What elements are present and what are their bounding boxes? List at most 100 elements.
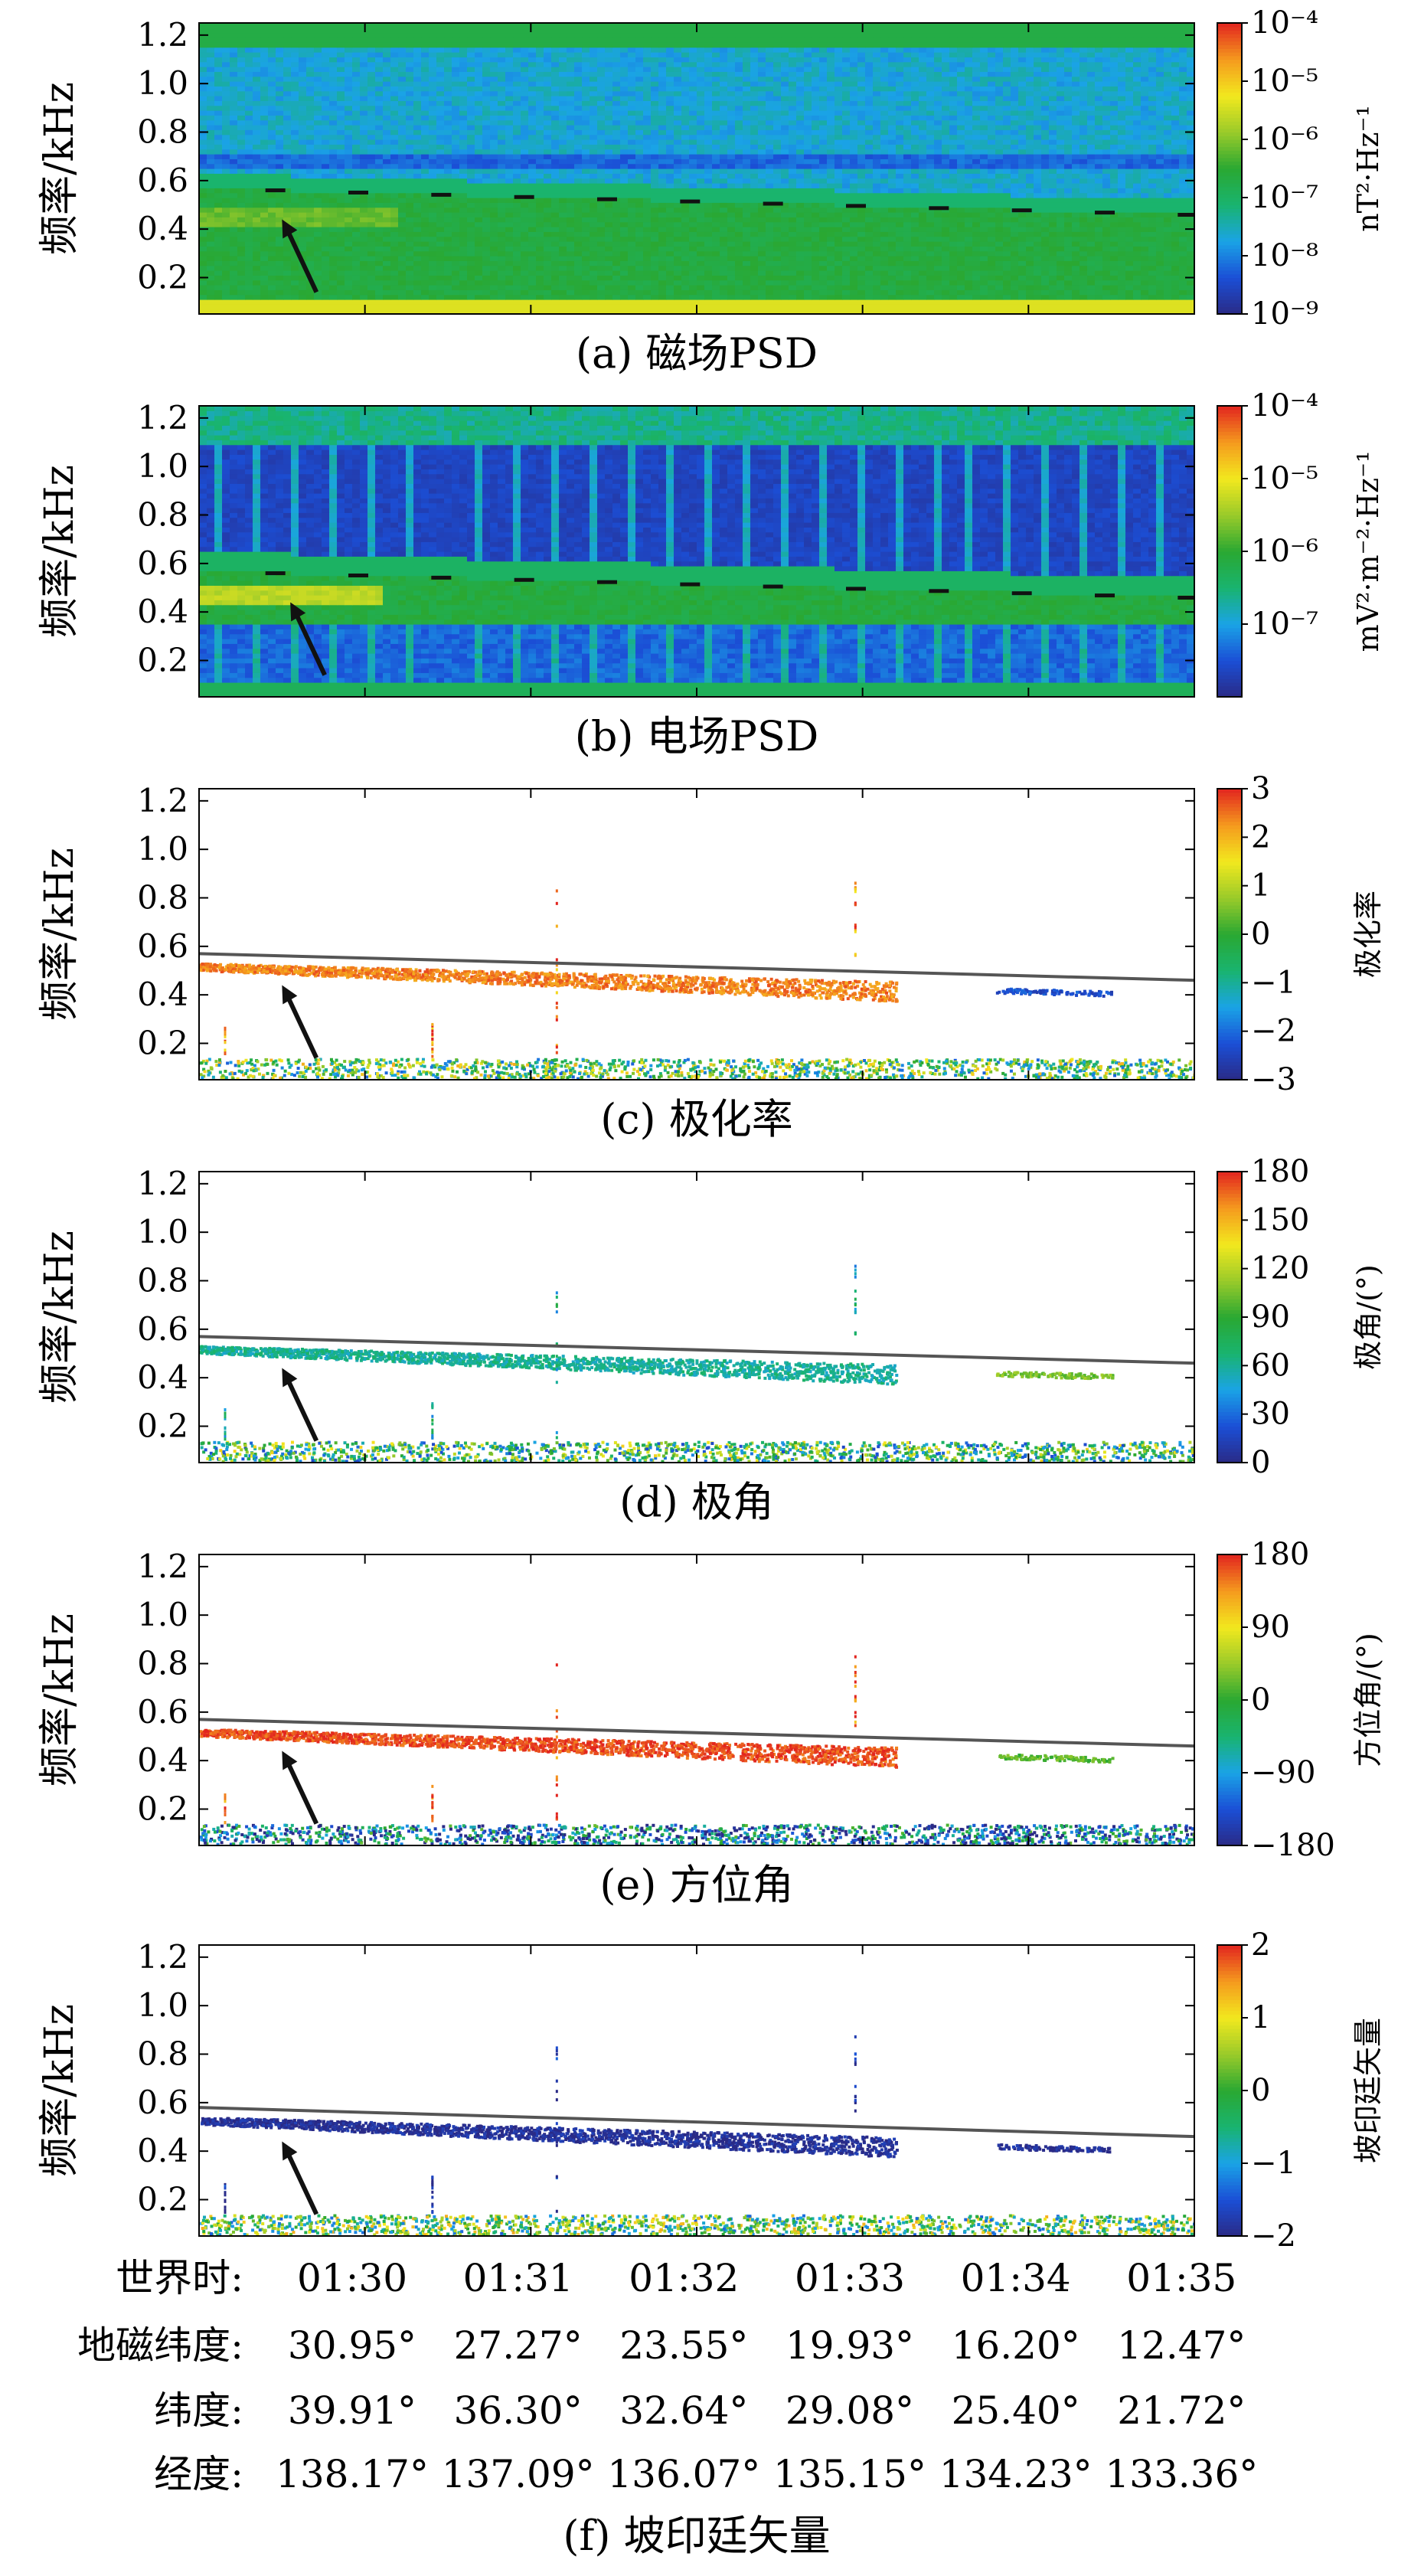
heatmap-cell xyxy=(934,154,942,159)
heatmap-cell xyxy=(689,159,697,165)
heatmap-cell xyxy=(329,241,338,247)
heatmap-cell xyxy=(237,207,246,213)
heatmap-cell xyxy=(1171,149,1180,155)
heatmap-cell xyxy=(559,289,567,296)
heatmap-cell xyxy=(314,236,322,242)
heatmap-cell xyxy=(429,212,437,217)
heatmap-cell xyxy=(980,139,988,145)
heatmap-cell xyxy=(704,221,713,227)
heatmap-cell xyxy=(1118,231,1126,237)
heatmap-cell xyxy=(888,246,897,252)
heatmap-cell xyxy=(367,212,376,217)
heatmap-cell xyxy=(1102,246,1111,252)
heatmap-cell xyxy=(789,309,797,314)
heatmap-cell xyxy=(620,198,629,203)
heatmap-cell xyxy=(1041,168,1050,174)
heatmap-cell xyxy=(735,275,743,281)
heatmap-cell xyxy=(1110,236,1119,242)
heatmap-cell xyxy=(1179,144,1187,150)
heatmap-cell xyxy=(375,139,384,145)
heatmap-cell xyxy=(352,183,361,188)
heatmap-cell xyxy=(857,178,866,184)
heatmap-cell xyxy=(1003,246,1011,252)
heatmap-cell xyxy=(291,304,299,310)
heatmap-cell xyxy=(567,163,575,169)
heatmap-cell xyxy=(1118,178,1126,184)
heatmap-cell xyxy=(406,163,414,169)
heatmap-cell xyxy=(390,183,399,188)
heatmap-cell xyxy=(207,285,215,290)
heatmap-cell xyxy=(597,221,606,227)
heatmap-cell xyxy=(697,198,705,203)
heatmap-cell xyxy=(383,241,391,247)
heatmap-cell xyxy=(903,221,912,227)
heatmap-cell xyxy=(911,227,919,232)
heatmap-cell xyxy=(1179,270,1187,276)
heatmap-cell xyxy=(628,207,636,213)
heatmap-cell xyxy=(559,299,567,305)
heatmap-cell xyxy=(926,289,935,296)
heatmap-cell xyxy=(375,260,384,266)
heatmap-cell xyxy=(429,163,437,169)
heatmap-cell xyxy=(781,280,789,286)
heatmap-cell xyxy=(628,221,636,227)
heatmap-cell xyxy=(850,188,858,194)
heatmap-cell xyxy=(727,285,736,290)
heatmap-cell xyxy=(689,299,697,305)
heatmap-cell xyxy=(651,294,659,300)
heatmap-cell xyxy=(620,275,629,281)
heatmap-cell xyxy=(888,250,897,257)
heatmap-cell xyxy=(835,236,843,242)
heatmap-cell xyxy=(888,192,897,198)
heatmap-cell xyxy=(367,188,376,194)
heatmap-cell xyxy=(865,149,874,155)
heatmap-cell xyxy=(253,246,261,252)
heatmap-cell xyxy=(268,275,276,281)
heatmap-cell xyxy=(605,260,613,266)
heatmap-cell xyxy=(1179,250,1187,257)
heatmap-cell xyxy=(390,309,399,314)
heatmap-cell xyxy=(230,178,238,184)
heatmap-cell xyxy=(390,304,399,310)
heatmap-cell xyxy=(390,275,399,281)
heatmap-cell xyxy=(666,289,674,296)
heatmap-cell xyxy=(972,236,981,242)
heatmap-cell xyxy=(819,289,828,296)
heatmap-cell xyxy=(873,139,881,145)
heatmap-cell xyxy=(666,246,674,252)
heatmap-cell xyxy=(360,125,368,130)
heatmap-cell xyxy=(367,183,376,188)
heatmap-cell xyxy=(697,149,705,155)
heatmap-cell xyxy=(413,289,422,296)
heatmap-cell xyxy=(766,304,774,310)
heatmap-cell xyxy=(421,207,430,213)
heatmap-cell xyxy=(1187,236,1194,242)
heatmap-cell xyxy=(306,183,315,188)
heatmap-cell xyxy=(674,270,682,276)
heatmap-cell xyxy=(1011,299,1019,305)
heatmap-cell xyxy=(934,178,942,184)
heatmap-cell xyxy=(934,202,942,208)
heatmap-cell xyxy=(635,304,644,310)
heatmap-cell xyxy=(590,217,598,223)
heatmap-cell xyxy=(773,250,782,257)
heatmap-cell xyxy=(628,159,636,165)
heatmap-cell xyxy=(988,236,996,242)
heatmap-cell xyxy=(1171,188,1180,194)
heatmap-cell xyxy=(375,241,384,247)
heatmap-cell xyxy=(1156,198,1164,203)
heatmap-cell xyxy=(490,236,498,242)
heatmap-cell xyxy=(942,192,950,198)
heatmap-cell xyxy=(620,154,629,159)
heatmap-cell xyxy=(743,163,751,169)
heatmap-cell xyxy=(360,241,368,247)
heatmap-cell xyxy=(1064,139,1073,145)
heatmap-cell xyxy=(536,260,544,266)
heatmap-cell xyxy=(850,304,858,310)
heatmap-cell xyxy=(559,280,567,286)
heatmap-cell xyxy=(590,202,598,208)
heatmap-cell xyxy=(505,270,514,276)
heatmap-cell xyxy=(942,212,950,217)
heatmap-cell xyxy=(666,260,674,266)
heatmap-cell xyxy=(804,163,812,169)
